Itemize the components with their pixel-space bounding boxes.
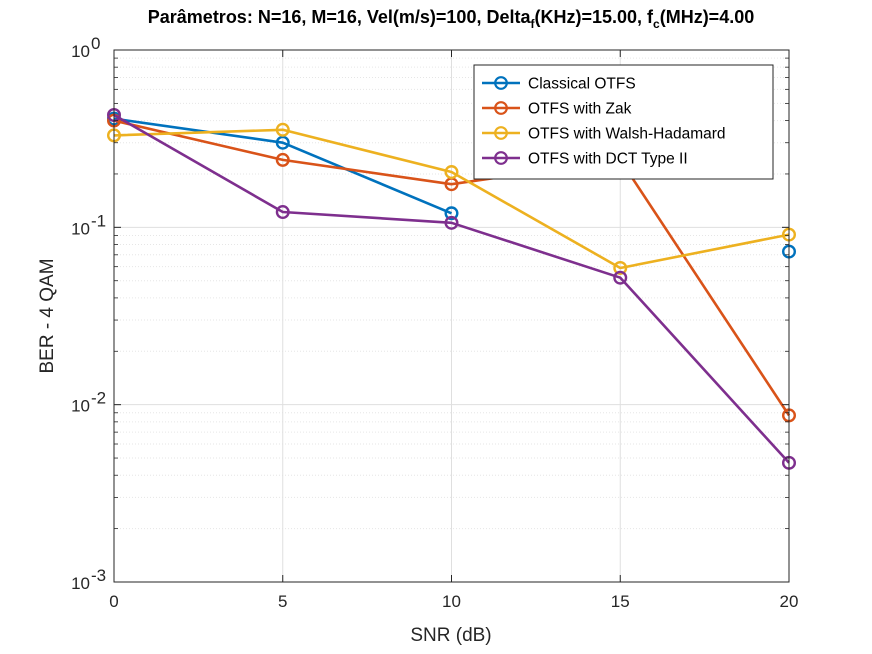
legend-entry-0: Classical OTFS (482, 76, 636, 93)
data-point (444, 165, 459, 180)
data-point (275, 152, 290, 167)
series-line (113, 113, 790, 464)
data-point (275, 205, 290, 220)
data-point (275, 122, 290, 137)
y-tick-label: 10 (71, 574, 90, 593)
legend-box (473, 64, 774, 180)
series-line (113, 128, 790, 270)
title-subscript-f: f (530, 17, 535, 31)
y-tick-label: 10 (71, 397, 90, 416)
y-tick-label-exponent: -3 (91, 566, 106, 585)
legend-entry-3: OTFS with DCT Type II (482, 151, 688, 168)
title-subscript-c: c (653, 17, 660, 31)
legend-entry-2: OTFS with Walsh-Hadamard (482, 126, 726, 143)
x-tick-label: 5 (278, 592, 287, 611)
x-tick-label: 0 (109, 592, 118, 611)
y-tick-label-base: 10 (71, 42, 90, 61)
data-point (444, 215, 459, 230)
legend-label: OTFS with Zak (528, 101, 632, 118)
x-tick-label: 10 (442, 592, 461, 611)
data-point (613, 260, 628, 275)
legend: Classical OTFS OTFS with Zak OTFS with Wal… (473, 64, 774, 180)
y-axis-label: BER - 4 QAM (37, 258, 58, 373)
chart-title: Parâmetros: N=16, M=16, Vel(m/s)=100, De… (148, 7, 754, 31)
y-tick-label-base: 10 (71, 397, 90, 416)
series-line (113, 119, 791, 417)
x-tick-label: 15 (611, 592, 630, 611)
y-tick-label-base: 10 (71, 219, 90, 238)
axis-ticks (113, 49, 790, 583)
legend-label: OTFS with Walsh-Hadamard (528, 126, 726, 143)
legend-label: Classical OTFS (528, 76, 636, 93)
y-tick-label-exponent: -1 (91, 211, 106, 230)
data-point (275, 135, 290, 150)
data-point (444, 206, 459, 221)
legend-marker (494, 101, 508, 115)
series-layer (106, 107, 797, 470)
y-tick-label: 10 (71, 219, 90, 238)
data-point (613, 270, 628, 285)
legend-label: OTFS with DCT Type II (528, 151, 688, 168)
legend-entry-1: OTFS with Zak (482, 101, 632, 118)
y-tick-label-base: 10 (71, 574, 90, 593)
y-tick-label-exponent: -2 (91, 389, 106, 408)
x-tick-labels: 0 5 10 15 20 (109, 592, 798, 611)
legend-marker (494, 126, 508, 140)
y-tick-label: 10 (71, 42, 90, 61)
series-3 (106, 107, 797, 470)
x-tick-label: 20 (780, 592, 799, 611)
legend-marker (494, 76, 508, 90)
legend-marker (494, 151, 508, 165)
y-tick-label-exponent: 0 (91, 34, 100, 53)
x-axis-label: SNR (dB) (410, 625, 491, 646)
